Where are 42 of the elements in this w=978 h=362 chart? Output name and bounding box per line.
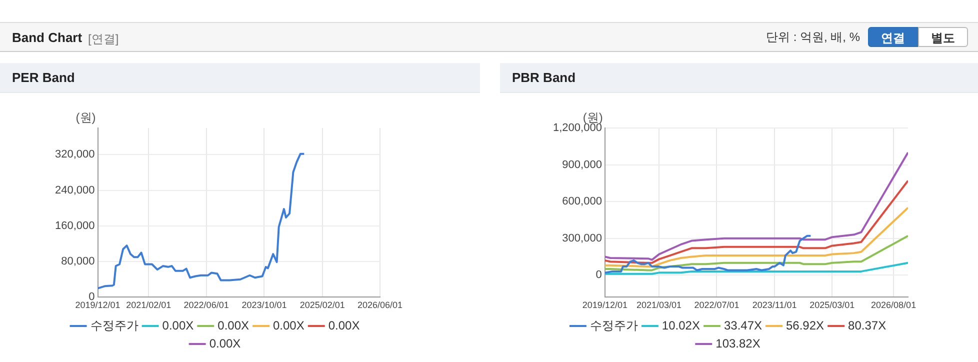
y-axis-title: (원) (76, 110, 96, 124)
x-tick-label: 2021/02/01 (126, 300, 172, 310)
y-tick-label: 600,000 (562, 196, 602, 208)
text: 연결 (868, 27, 918, 47)
legend-label: 33.47X (724, 318, 762, 332)
y-tick-label: 1,200,000 (553, 122, 602, 134)
y-tick-label: 0 (596, 269, 602, 282)
x-tick-label: 2023/11/01 (752, 300, 797, 310)
legend-label: 수정주가 (590, 318, 638, 332)
x-tick-label: 2019/12/01 (75, 300, 120, 310)
chart-title: PBR Band (500, 63, 978, 93)
x-tick-label: 2019/12/01 (582, 300, 628, 310)
x-tick-label: 2026/06/01 (357, 300, 403, 310)
x-tick-label: 2023/10/01 (242, 300, 287, 310)
y-tick-label: 240,000 (54, 184, 95, 196)
y-tick-label: 320,000 (54, 148, 95, 161)
legend-label: 0.00X (209, 336, 241, 350)
legend-label: 0.00X (328, 318, 360, 332)
y-tick-label: 160,000 (54, 220, 95, 232)
legend-label: 10.02X (662, 318, 700, 332)
text: [연결] (88, 31, 119, 48)
y-tick-label: 300,000 (562, 232, 602, 244)
y-axis-title: (원) (582, 110, 603, 124)
legend-label: 56.92X (786, 318, 824, 332)
y-tick-label: 900,000 (562, 158, 602, 171)
y-tick-label: 80,000 (61, 256, 95, 268)
legend-label: 103.82X (716, 336, 760, 350)
text: 별도 (918, 27, 968, 47)
text: Band Chart (12, 30, 82, 45)
legend-label: 0.00X (273, 318, 304, 332)
x-tick-label: 2021/03/01 (636, 300, 682, 310)
legend-label: 0.00X (162, 318, 194, 332)
x-tick-label: 2026/08/01 (871, 300, 916, 310)
x-tick-label: 2022/07/01 (694, 300, 740, 310)
x-tick-label: 2022/06/01 (184, 300, 229, 310)
x-tick-label: 2025/03/01 (810, 300, 855, 310)
x-tick-label: 2025/02/01 (300, 300, 345, 310)
text: 단위 : 억원, 배, % (766, 28, 860, 46)
legend-label: 0.00X (218, 318, 249, 332)
legend-label: 수정주가 (90, 318, 138, 332)
chart-title: PER Band (0, 63, 480, 93)
legend-label: 80.37X (848, 318, 886, 332)
